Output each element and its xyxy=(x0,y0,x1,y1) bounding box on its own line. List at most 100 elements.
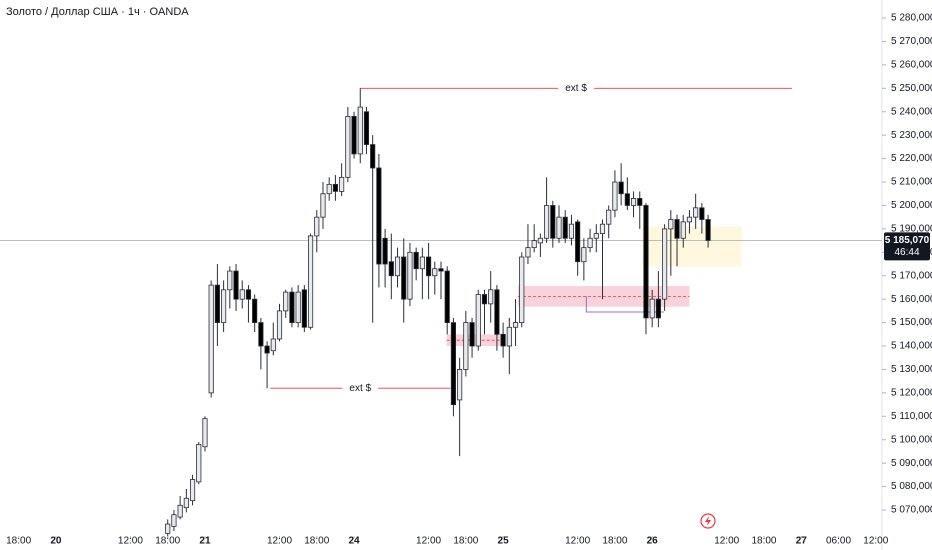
y-tick-label: 5 080,000 xyxy=(891,481,932,492)
candle-body xyxy=(444,270,450,323)
candle-body xyxy=(270,338,276,352)
candle-body xyxy=(189,479,196,502)
y-tick-label: 5 140,000 xyxy=(891,341,932,352)
x-tick-label: 18:00 xyxy=(6,536,31,547)
candle-body xyxy=(227,270,233,291)
candle-body xyxy=(649,298,655,319)
candle-body xyxy=(630,198,637,206)
zone xyxy=(642,226,742,267)
candle-body xyxy=(699,207,705,220)
alert-icon[interactable] xyxy=(700,513,716,529)
x-tick-label: 18:00 xyxy=(453,536,478,547)
y-tick-label: 5 220,000 xyxy=(891,153,932,164)
candle-body xyxy=(705,219,711,241)
candle-body xyxy=(618,181,624,195)
candle-body xyxy=(512,322,519,328)
last-price-label: 5 185,070 xyxy=(885,235,930,246)
candle-body xyxy=(457,369,463,401)
y-tick-label: 5 110,000 xyxy=(891,411,932,422)
y-tick-label: 5 130,000 xyxy=(891,364,932,375)
x-tick-label: 12:00 xyxy=(267,536,292,547)
x-tick-label: 12:00 xyxy=(416,536,441,547)
countdown: 46:44 xyxy=(894,247,919,258)
candle-body xyxy=(432,268,438,277)
candle-body xyxy=(581,247,587,263)
candle-body xyxy=(568,223,575,239)
candle-body xyxy=(426,256,432,277)
candle-body xyxy=(394,256,401,277)
y-tick-label: 5 210,000 xyxy=(891,177,932,188)
candle-body xyxy=(643,205,649,319)
candle-body xyxy=(376,167,382,265)
candle-body xyxy=(469,322,475,347)
annotation-label: ext $ xyxy=(565,83,587,94)
candle-body xyxy=(413,251,419,270)
candle-body xyxy=(674,219,680,239)
candle-body xyxy=(686,216,693,223)
x-tick-label: 27 xyxy=(796,536,808,547)
x-tick-label: 18:00 xyxy=(602,536,627,547)
alert-bolt[interactable] xyxy=(705,516,711,526)
y-tick-label: 5 200,000 xyxy=(891,200,932,211)
candle-body xyxy=(165,523,171,534)
candle-body xyxy=(475,294,481,347)
candle-body xyxy=(612,181,618,211)
candle-body xyxy=(388,261,394,277)
candle-body xyxy=(481,294,488,305)
y-tick-label: 5 240,000 xyxy=(891,106,932,117)
candle-body xyxy=(221,289,227,323)
candle-body xyxy=(332,183,338,192)
x-tick-label: 21 xyxy=(199,536,211,547)
y-tick-label: 5 120,000 xyxy=(891,388,932,399)
candle-body xyxy=(506,326,512,347)
candle-body xyxy=(382,237,388,265)
candle-body xyxy=(463,322,469,370)
candle-body xyxy=(606,209,612,225)
alert-circle[interactable] xyxy=(700,513,716,529)
candle-body xyxy=(624,193,630,206)
candle-body xyxy=(326,183,332,195)
candle-body xyxy=(233,270,239,300)
plot: ext $ ext $ xyxy=(0,81,882,539)
candle-body xyxy=(407,251,413,300)
candle-body xyxy=(550,205,556,239)
candle-body xyxy=(264,345,270,354)
candle-body xyxy=(401,256,407,300)
candle-body xyxy=(252,298,258,323)
candle-body xyxy=(655,298,661,319)
candle-body xyxy=(488,289,494,305)
x-tick-label: 12:00 xyxy=(714,536,739,547)
candle-body xyxy=(177,504,183,518)
candle-body xyxy=(289,291,295,323)
candle-body xyxy=(314,216,320,237)
candle-body xyxy=(662,228,668,300)
x-tick-label: 25 xyxy=(498,536,510,547)
x-tick-label: 06:00 xyxy=(826,536,851,547)
y-tick-label: 5 260,000 xyxy=(891,60,932,71)
candle-body xyxy=(438,268,444,272)
candle-body xyxy=(208,284,214,394)
chart-title: Золото / Доллар США · 1ч · OANDA xyxy=(6,6,189,18)
annotation-label-bg xyxy=(342,381,379,396)
y-tick-label: 5 250,000 xyxy=(891,83,932,94)
candle-body xyxy=(668,219,674,230)
x-tick-label: 18:00 xyxy=(155,536,180,547)
candle-body xyxy=(295,291,301,323)
candle-body xyxy=(363,111,370,145)
candle-body xyxy=(345,116,351,178)
y-tick-label: 5 100,000 xyxy=(891,434,932,445)
candle-body xyxy=(680,221,686,239)
candle-body xyxy=(419,256,425,270)
candle-body xyxy=(494,289,500,335)
x-tick-label: 12:00 xyxy=(118,536,143,547)
candle-body xyxy=(357,106,363,155)
candle-body xyxy=(450,322,456,405)
annotation-label-bg xyxy=(558,81,595,96)
y-tick-label: 5 170,000 xyxy=(891,270,932,281)
candle-body xyxy=(202,418,208,448)
candle-body xyxy=(339,176,345,192)
candle-body xyxy=(544,205,550,239)
candle-body xyxy=(301,289,307,328)
